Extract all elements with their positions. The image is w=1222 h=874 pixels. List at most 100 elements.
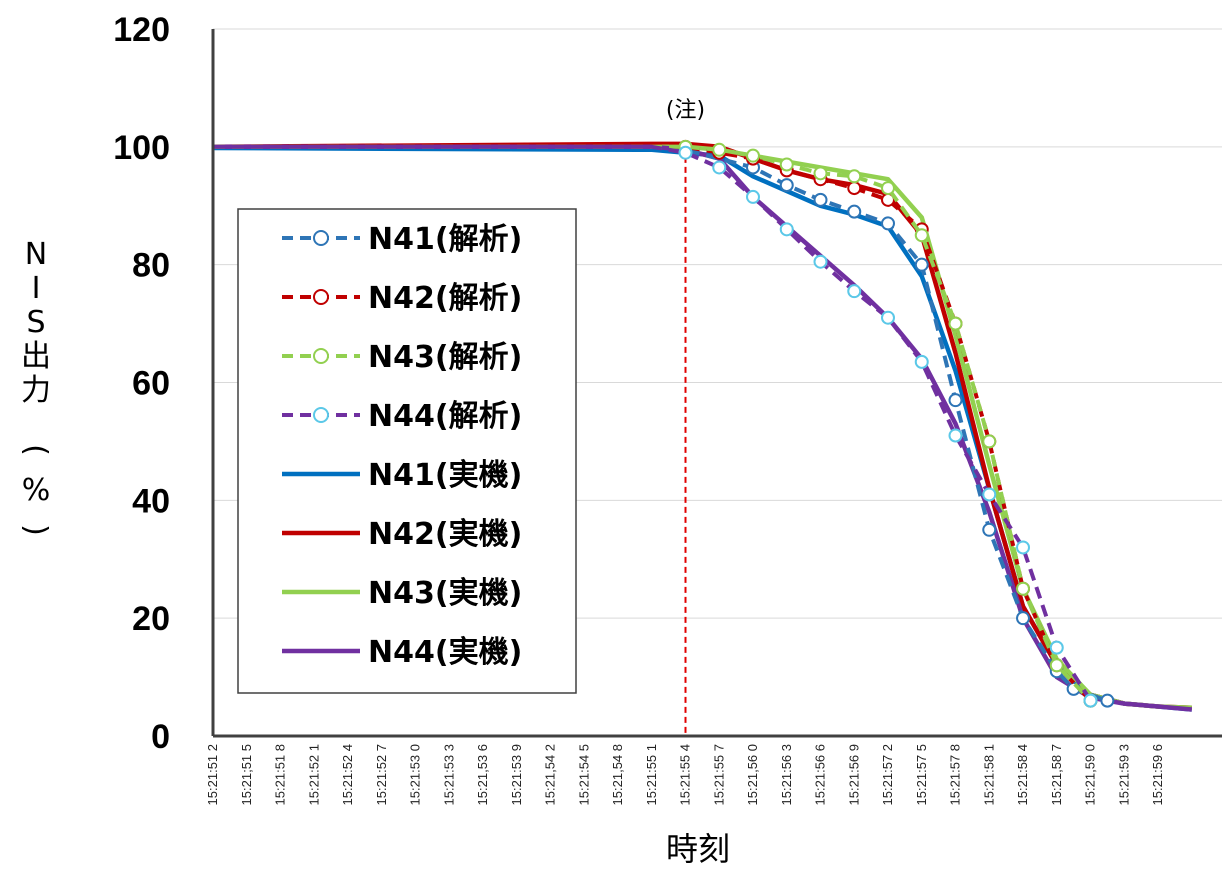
x-tick-label: 15:21:53 9 [509,744,524,805]
series-point [881,181,895,196]
x-tick-label: 15:21;51 5 [239,744,254,805]
x-tick-label: 15:21:51 2 [205,744,220,805]
series-point [1100,693,1115,708]
legend-label: N43(実機) [368,576,522,611]
x-axis-label: 時刻 [666,830,730,868]
y-tick-label: 60 [132,365,170,403]
y-tick-label: 20 [132,600,170,638]
x-tick-label: 15:21:58 4 [1015,744,1030,805]
x-tick-label: 15:21,58 7 [1049,744,1064,805]
y-axis-label-char: S [26,305,45,340]
x-tick-label: 15:21:57 2 [880,744,895,805]
series-point [779,157,794,172]
legend-label: N44(解析) [368,399,522,434]
x-tick-label: 15:21:57 8 [948,744,963,805]
series-point [712,160,727,175]
y-axis-label-char: I [32,271,41,306]
x-tick-label: 15:21:53 0 [408,744,423,805]
y-axis-label-char: 出 [21,339,51,374]
x-tick-label: 15:21:52 4 [340,744,355,805]
y-axis-label-char: ) [18,524,53,536]
series-point [813,192,828,207]
x-axis-ticks: 15:21:51 2 15:21;51 5 15:21:51 8 15:21:52 1… [205,744,1165,805]
series-point [847,204,862,219]
series-point [1016,581,1030,596]
series-line-3 [213,144,1092,702]
y-tick-label: 80 [132,247,170,285]
series-point [1016,540,1030,555]
annotation-label: (注) [666,98,705,123]
legend-marker [313,407,329,423]
y-axis-ticks: 0 20 40 60 80 100 120 [113,11,170,756]
x-tick-label: 15:21,54 8 [610,744,625,805]
y-axis-label-char: 力 [21,373,51,408]
series-point [1049,640,1064,655]
axes [211,29,1222,738]
series-point [779,178,794,193]
series-point [881,310,895,325]
legend-label: N41(実機) [368,458,522,493]
series-point [982,487,997,502]
x-tick-label: 15:21:55 7 [711,744,726,805]
legend-label: N41(解析) [368,222,522,257]
y-tick-label: 120 [113,11,170,49]
series-point [712,142,727,157]
y-axis-label-char: % [22,473,51,508]
x-tick-label: 15:21:59 6 [1150,744,1165,805]
y-axis-label-char: N [25,237,47,272]
series-point [914,257,929,272]
series-point [1049,658,1064,673]
series-point [1083,693,1098,708]
series-point [881,216,895,231]
legend-marker [313,348,329,364]
series-point [1016,611,1030,626]
series-point [914,354,929,369]
x-tick-label: 15:21:54 5 [576,744,591,805]
x-tick-label: 15:21:55 1 [644,744,659,805]
series-point [678,145,693,160]
legend-marker [313,289,329,305]
series-point [982,522,997,537]
x-tick-label: 15:21:57 5 [914,744,929,805]
x-tick-label: 15:21:56 3 [779,744,794,805]
y-tick-label: 100 [113,129,170,167]
series-point [914,228,929,243]
legend-label: N43(解析) [368,340,522,375]
x-tick-label: 15:21,59 0 [1083,744,1098,805]
series-point [746,189,760,204]
legend-marker [313,230,329,246]
series-point [948,393,963,408]
series-point [982,434,997,449]
x-tick-label: 15:21:52 1 [306,744,321,805]
series-point [847,284,862,299]
series-point [948,428,963,443]
x-tick-label: 15:21,54 2 [543,744,558,805]
x-tick-label: 15:21:58 1 [981,744,996,805]
legend-label: N44(実機) [368,635,522,670]
x-tick-label: 15:21,56 0 [745,744,760,805]
x-tick-label: 15:21:56 9 [846,744,861,805]
legend: N41(解析) N42(解析) N43(解析) N44(解析) N41(実機) N42(実… [237,208,577,694]
legend-box [237,208,577,694]
y-axis-label-char: ( [18,444,53,456]
series-lines [212,139,1192,712]
series-point [847,169,862,184]
x-tick-label: 15:21,53 6 [475,744,490,805]
series-point [746,148,760,163]
series-point [813,254,828,269]
series-point [813,166,828,181]
series-point [847,181,862,196]
x-tick-label: 15:21:55 4 [678,744,693,805]
y-tick-label: 0 [151,718,170,756]
series-point [948,316,963,331]
x-tick-label: 15:21:59 3 [1116,744,1131,805]
x-tick-label: 15:21:56 6 [813,744,828,805]
x-tick-label: 15:21:52 7 [374,744,389,805]
series-point [779,222,794,237]
y-tick-label: 40 [132,482,170,520]
legend-label: N42(解析) [368,281,522,316]
x-tick-label: 15:21:53 3 [441,744,456,805]
legend-label: N42(実機) [368,517,522,552]
